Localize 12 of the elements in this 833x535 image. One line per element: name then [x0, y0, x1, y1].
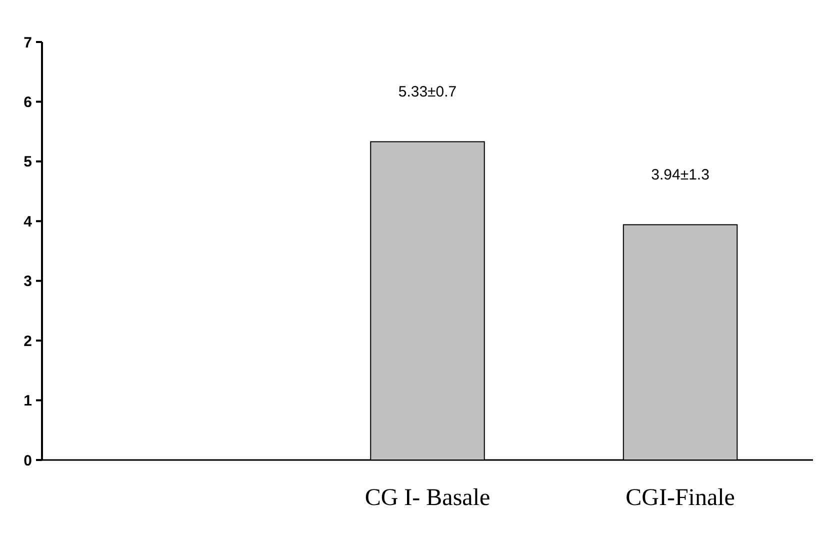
y-tick-label: 2	[24, 332, 32, 350]
y-tick-label: 1	[24, 392, 32, 410]
y-tick-label: 5	[24, 154, 32, 171]
y-tick-label: 4	[24, 213, 33, 230]
x-tick-label: CGI-Finale	[626, 485, 735, 511]
y-tick-label: 7	[24, 34, 32, 52]
data-label: 3.94±1.3	[651, 166, 710, 184]
y-tick-label: 6	[24, 94, 32, 111]
x-tick-label: CG I- Basale	[364, 485, 490, 511]
y-tick-label: 0	[24, 452, 32, 470]
y-tick-label: 3	[24, 273, 32, 290]
data-label: 5.33±0.7	[398, 84, 457, 101]
